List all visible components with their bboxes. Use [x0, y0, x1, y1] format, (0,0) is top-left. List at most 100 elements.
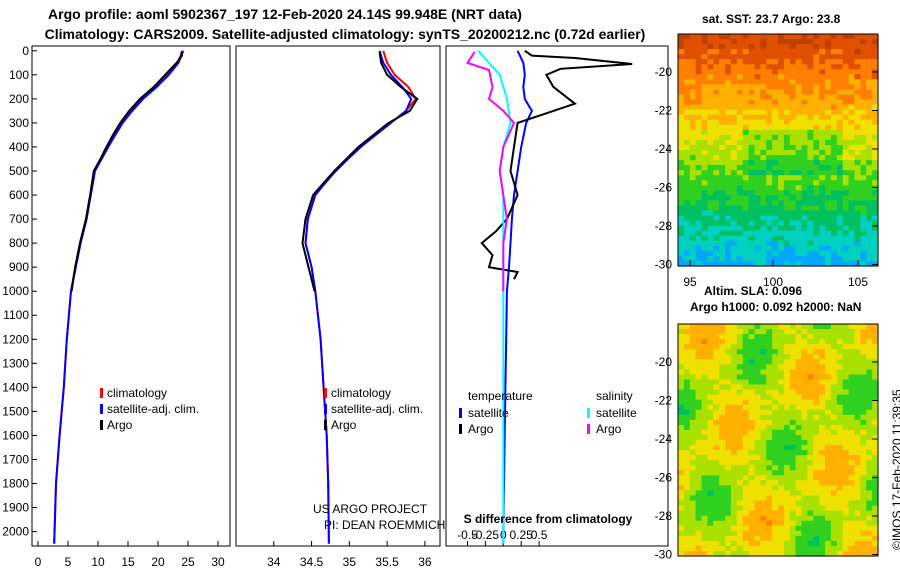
- map-cell: [736, 200, 744, 206]
- map-cell: [683, 500, 691, 507]
- map-cell: [719, 155, 726, 161]
- map-cell: [701, 150, 708, 156]
- map-cell: [689, 44, 697, 50]
- map-cell: [772, 44, 779, 50]
- map-cell: [683, 424, 691, 431]
- map-cell: [830, 429, 838, 436]
- map-cell: [783, 64, 791, 70]
- map-cell: [830, 89, 838, 96]
- map-cell: [725, 89, 732, 96]
- map-cell: [801, 134, 808, 141]
- map-cell: [736, 220, 744, 227]
- map-cell: [766, 450, 773, 456]
- map-cell: [783, 99, 791, 106]
- map-cell: [807, 465, 814, 471]
- map-cell: [748, 84, 756, 90]
- map-cell: [730, 235, 738, 242]
- map-cell: [754, 94, 761, 101]
- map-cell: [872, 124, 879, 131]
- map-cell: [819, 175, 826, 181]
- map-cell: [719, 240, 726, 247]
- map-cell: [695, 215, 703, 222]
- map-cell: [701, 240, 708, 247]
- map-cell: [813, 69, 820, 75]
- map-cell: [748, 349, 756, 355]
- map-cell: [836, 394, 844, 401]
- map-cell: [830, 59, 838, 65]
- map-cell: [860, 334, 867, 340]
- map-cell: [713, 369, 720, 375]
- map-cell: [836, 250, 844, 257]
- map-cell: [872, 394, 879, 401]
- map-cell: [830, 540, 838, 547]
- map-cell: [836, 440, 844, 446]
- map-cell: [742, 364, 750, 370]
- map-cell: [689, 175, 697, 181]
- map-cell: [842, 445, 850, 451]
- map-cell: [725, 215, 732, 222]
- map-cell: [807, 354, 814, 360]
- map-cell: [854, 190, 861, 196]
- map-cell: [825, 470, 832, 476]
- map-cell: [772, 109, 779, 116]
- map-cell: [695, 180, 703, 186]
- map-cell: [730, 465, 738, 471]
- map-cell: [825, 190, 832, 196]
- map-cell: [872, 84, 879, 90]
- map-cell: [736, 34, 744, 40]
- map-cell: [713, 490, 720, 496]
- map-cell: [713, 145, 720, 151]
- map-cell: [701, 515, 708, 522]
- map-cell: [825, 44, 832, 50]
- map-cell: [860, 39, 867, 45]
- map-cell: [789, 339, 797, 345]
- map-cell: [730, 515, 738, 522]
- map-cell: [736, 165, 744, 171]
- map-cell: [719, 414, 726, 421]
- map-cell: [683, 475, 691, 481]
- map-cell: [778, 129, 785, 136]
- map-cell: [807, 205, 814, 212]
- map-cell: [825, 34, 832, 40]
- map-cell: [701, 210, 708, 217]
- map-cell: [678, 255, 685, 262]
- map-cell: [872, 435, 879, 441]
- map-cell: [713, 124, 720, 131]
- map-cell: [813, 424, 820, 431]
- map-cell: [683, 535, 691, 542]
- map-cell: [854, 465, 861, 471]
- map-cell: [825, 59, 832, 65]
- map-cell: [754, 490, 761, 496]
- map-cell: [766, 520, 773, 527]
- map-cell: [778, 240, 785, 247]
- map-cell: [725, 324, 732, 330]
- map-cell: [754, 520, 761, 527]
- map-cell: [695, 399, 703, 406]
- map-cell: [848, 34, 856, 40]
- x-tick-label: 0: [35, 555, 42, 569]
- map-cell: [789, 84, 797, 90]
- map-cell: [678, 440, 685, 446]
- map-cell: [860, 435, 867, 441]
- map-cell: [807, 414, 814, 421]
- map-cell: [689, 89, 697, 96]
- map-cell: [754, 364, 761, 370]
- map-cell: [725, 435, 732, 441]
- map-cell: [819, 190, 826, 196]
- map-cell: [736, 245, 744, 252]
- map-cell: [848, 505, 856, 512]
- map-cell: [719, 379, 726, 386]
- map-cell: [842, 440, 850, 446]
- map-cell: [695, 470, 703, 476]
- map-cell: [772, 220, 779, 227]
- map-cell: [707, 384, 714, 391]
- map-cell: [842, 180, 850, 186]
- map-cell: [695, 394, 703, 401]
- map-cell: [836, 84, 844, 90]
- map-cell: [678, 551, 685, 557]
- map-cell: [678, 470, 685, 476]
- map-cell: [842, 329, 850, 335]
- map-cell: [866, 200, 873, 206]
- map-cell: [748, 450, 756, 456]
- map-cell: [707, 369, 714, 375]
